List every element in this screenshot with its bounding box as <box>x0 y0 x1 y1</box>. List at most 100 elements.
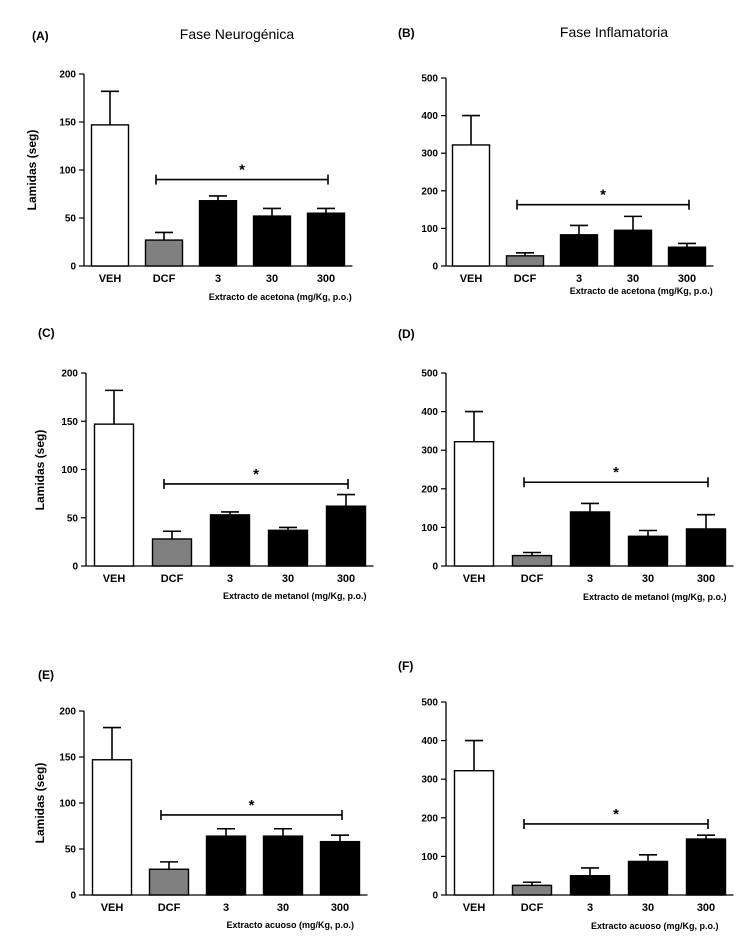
bar-dose-30 <box>613 229 653 267</box>
panel-label: (C) <box>38 326 55 340</box>
y-tick-label: 0 <box>432 262 438 273</box>
y-tick-label: 500 <box>421 74 438 85</box>
category-label: VEH <box>463 573 486 585</box>
category-label: DCF <box>161 573 184 585</box>
category-label: 300 <box>337 573 355 585</box>
y-tick-label: 400 <box>421 407 438 418</box>
y-tick-label: 500 <box>421 369 438 380</box>
bar-dose-300 <box>319 840 361 896</box>
chart-panel: (E) 0 50 100 150 200 Lamidas (seg) VEH DCF 3 30 300… <box>33 668 368 930</box>
significance-star: * <box>239 162 245 179</box>
category-label: VEH <box>460 273 483 285</box>
bar-veh <box>451 144 491 267</box>
y-tick-label: 100 <box>421 224 438 235</box>
bar-dose-3 <box>198 200 238 267</box>
bar-dose-300 <box>685 838 727 896</box>
y-tick-label: 0 <box>70 262 76 273</box>
y-tick-label: 200 <box>421 813 438 824</box>
y-tick-label: 200 <box>61 369 78 380</box>
y-tick-label: 200 <box>59 70 76 81</box>
bar-dcf <box>148 868 190 896</box>
category-label: 30 <box>266 273 278 285</box>
column-title-inflammatory: Fase Inflamatoria <box>560 24 668 40</box>
panel-label: (E) <box>38 668 54 682</box>
y-tick-label: 100 <box>421 852 438 863</box>
y-tick-label: 500 <box>421 698 438 709</box>
bar-dose-30 <box>627 535 669 567</box>
y-tick-label: 0 <box>70 891 76 902</box>
chart-panel: (B) 0 100 200 300 400 500 VEH DCF 3 30 300 * Extracto… <box>398 26 714 296</box>
panel-label: (A) <box>32 29 49 43</box>
category-label: DCF <box>158 902 181 914</box>
category-label: 30 <box>282 573 294 585</box>
category-label: DCF <box>521 902 544 914</box>
category-label: 30 <box>642 573 654 585</box>
category-label: 3 <box>587 573 593 585</box>
significance-star: * <box>613 464 619 481</box>
y-axis-title: Lamidas (seg) <box>33 763 47 844</box>
category-label: VEH <box>103 573 126 585</box>
y-tick-label: 300 <box>421 446 438 457</box>
x-axis-title: Extracto de metanol (mg/Kg, p.o.) <box>583 592 727 602</box>
y-tick-label: 50 <box>65 845 77 856</box>
category-label: 3 <box>587 902 593 914</box>
y-tick-label: 150 <box>59 118 76 129</box>
category-label: 300 <box>697 902 715 914</box>
significance-star: * <box>253 466 259 483</box>
chart-panel: (F) 0 100 200 300 400 500 VEH DCF 3 30 300 * Extracto… <box>398 659 734 931</box>
bar-dose-300 <box>325 505 367 567</box>
category-label: VEH <box>463 902 486 914</box>
category-label: 300 <box>317 273 335 285</box>
bar-dose-300 <box>306 212 346 267</box>
bar-dose-3 <box>569 511 611 567</box>
bar-dose-3 <box>205 835 247 896</box>
category-label: 3 <box>227 573 233 585</box>
y-tick-label: 100 <box>59 799 76 810</box>
category-label: 300 <box>678 273 696 285</box>
chart-panel: (C) 0 50 100 150 200 Lamidas (seg) VEH DCF 3 30 300… <box>33 326 374 601</box>
bar-veh <box>453 441 495 567</box>
y-tick-label: 200 <box>59 707 76 718</box>
chart-panel: (D) 0 100 200 300 400 500 VEH DCF 3 30 300 * Extracto… <box>398 327 734 602</box>
category-label: DCF <box>521 573 544 585</box>
bar-dose-30 <box>627 860 669 896</box>
chart-panel: (A) 0 50 100 150 200 Lamidas (seg) VEH DCF 3 30 300… <box>25 29 353 302</box>
y-tick-label: 400 <box>421 111 438 122</box>
bar-dose-30 <box>267 529 309 567</box>
bar-veh <box>453 770 495 896</box>
x-axis-title: Extracto acuoso (mg/Kg, p.o.) <box>226 920 354 930</box>
y-tick-label: 200 <box>421 484 438 495</box>
y-tick-label: 100 <box>421 523 438 534</box>
significance-star: * <box>613 806 619 823</box>
y-tick-label: 100 <box>61 465 78 476</box>
y-axis-title: Lamidas (seg) <box>33 430 47 511</box>
y-tick-label: 0 <box>432 562 438 573</box>
column-title-neurogenic: Fase Neurogénica <box>180 26 295 42</box>
bar-dcf <box>505 255 545 267</box>
category-label: 30 <box>642 902 654 914</box>
bar-veh <box>91 759 133 896</box>
category-label: 300 <box>331 902 349 914</box>
y-axis-title: Lamidas (seg) <box>25 130 39 211</box>
bar-dose-3 <box>209 514 251 567</box>
bar-dose-3 <box>559 234 599 267</box>
bar-dose-300 <box>667 246 707 267</box>
category-label: 30 <box>627 273 639 285</box>
bar-dcf <box>151 538 193 567</box>
y-tick-label: 300 <box>421 775 438 786</box>
bar-dcf <box>511 884 553 896</box>
bar-dose-3 <box>569 875 611 896</box>
category-label: 30 <box>277 902 289 914</box>
significance-star: * <box>249 797 255 814</box>
bar-dose-300 <box>685 528 727 567</box>
y-tick-label: 150 <box>59 753 76 764</box>
category-label: 3 <box>223 902 229 914</box>
y-tick-label: 50 <box>67 513 79 524</box>
bar-dcf <box>511 554 553 567</box>
x-axis-title: Extracto de acetona (mg/Kg, p.o.) <box>570 286 713 296</box>
x-axis-title: Extracto de acetona (mg/Kg, p.o.) <box>209 292 352 302</box>
category-label: VEH <box>101 902 124 914</box>
y-tick-label: 100 <box>59 166 76 177</box>
y-tick-label: 400 <box>421 736 438 747</box>
